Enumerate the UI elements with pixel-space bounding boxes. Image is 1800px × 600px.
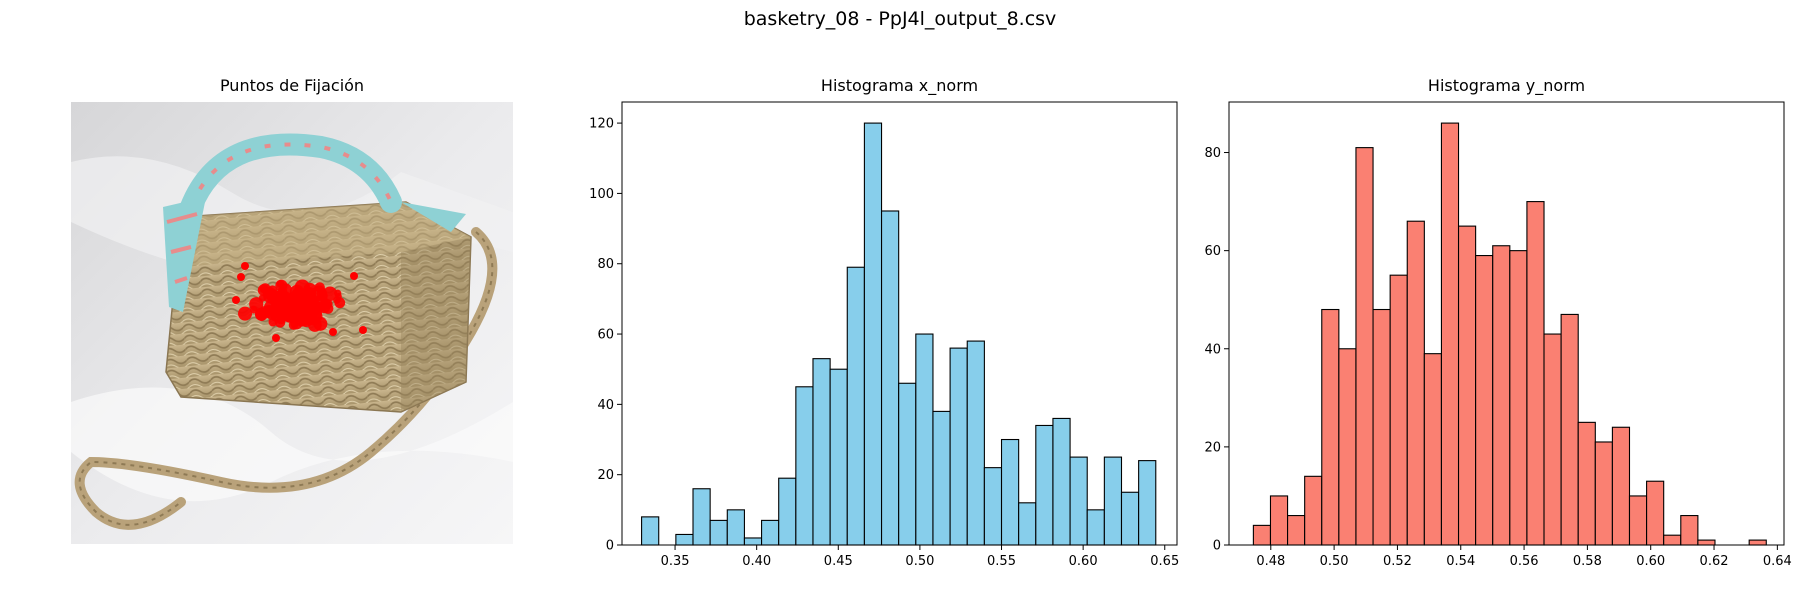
basket-lid	[171, 202, 471, 267]
fixation-point	[259, 283, 271, 294]
y-tick-label: 20	[597, 468, 614, 483]
fixation-point	[283, 314, 290, 322]
hist-y-title: Histograma y_norm	[1427, 76, 1586, 95]
histogram-bar	[1269, 495, 1289, 546]
histogram-bar	[1423, 353, 1442, 546]
histogram-bar	[1663, 534, 1682, 546]
fixation-point	[314, 282, 325, 293]
x-tick-label: 0.45	[824, 554, 853, 569]
y-tick-label: 40	[597, 398, 614, 413]
x-tick-label: 0.62	[1700, 554, 1729, 569]
axes-frame	[621, 101, 1178, 546]
histogram-bar	[1372, 308, 1391, 546]
strap-braid-detail	[78, 231, 494, 526]
axes-frame	[1228, 101, 1785, 546]
fixation-point	[241, 262, 249, 270]
x-tick-label: 0.55	[987, 554, 1016, 569]
histogram-bar	[1338, 348, 1357, 546]
x-tick-label: 0.56	[1510, 554, 1539, 569]
x-tick-label: 0.40	[742, 554, 771, 569]
y-tick-label: 20	[1204, 440, 1221, 455]
fixation-point	[293, 307, 301, 315]
fixation-point	[238, 306, 253, 321]
histogram-bar	[1560, 313, 1579, 546]
fixation-point	[279, 283, 292, 296]
histogram-bar	[1628, 495, 1648, 546]
histogram-bar	[1594, 441, 1613, 546]
histogram-bar	[1611, 426, 1631, 546]
x-tick-label: 0.48	[1256, 554, 1285, 569]
image-panel-title: Puntos de Fijación	[219, 76, 365, 95]
basket-side	[401, 237, 471, 412]
fixation-point	[320, 298, 331, 309]
fixation-point	[272, 334, 280, 342]
y-tick-label: 40	[1204, 342, 1221, 357]
histogram-bar	[1457, 225, 1477, 546]
fixation-point	[334, 297, 346, 309]
y-tick-label: 60	[1204, 244, 1221, 259]
fixation-point	[258, 294, 267, 302]
histogram-bar	[1697, 539, 1716, 546]
y-tick-label: 0	[1213, 539, 1221, 554]
y-tick-label: 80	[1204, 146, 1221, 161]
x-tick-label: 0.58	[1573, 554, 1602, 569]
histogram-bar	[1355, 147, 1374, 546]
fixation-point	[334, 289, 342, 297]
histogram-bar	[1287, 515, 1306, 546]
histogram-bar	[1680, 515, 1699, 546]
fixation-point	[265, 305, 280, 320]
histogram-bar	[1475, 255, 1494, 546]
x-tick-label: 0.50	[1320, 554, 1349, 569]
histogram-bar	[1577, 421, 1596, 546]
histogram-bar	[1321, 308, 1340, 546]
y-tick-label: 100	[589, 187, 614, 202]
x-tick-label: 0.65	[1150, 554, 1179, 569]
fixation-point	[275, 293, 291, 308]
fixation-point	[295, 295, 307, 307]
y-tick-label: 0	[606, 539, 614, 554]
scarf-pattern	[189, 142, 393, 208]
fixation-point	[359, 326, 367, 334]
x-tick-label: 0.54	[1446, 554, 1475, 569]
y-tick-label: 60	[597, 328, 614, 343]
figure-title: basketry_08 - PpJ4l_output_8.csv	[743, 8, 1057, 30]
basket-photo	[71, 102, 513, 544]
scarf-tail	[163, 197, 206, 312]
histogram-bar	[1492, 245, 1511, 546]
histogram-bar	[1748, 539, 1767, 546]
scarf-tail-pattern	[166, 212, 198, 284]
histogram-bar	[1440, 122, 1460, 546]
fixation-point	[350, 272, 358, 280]
histogram-bar	[1389, 274, 1408, 546]
fixation-point	[237, 273, 245, 281]
histogram-bar	[1646, 480, 1665, 546]
hist-x-title: Histograma x_norm	[820, 76, 979, 95]
scarf-right-tail	[401, 202, 466, 232]
histogram-bar	[1509, 250, 1528, 546]
x-tick-label: 0.60	[1069, 554, 1098, 569]
histogram-bar	[1304, 475, 1323, 546]
fixation-point	[232, 296, 240, 304]
fixation-points	[232, 262, 367, 342]
histogram-bar	[1252, 524, 1272, 546]
x-tick-label: 0.52	[1383, 554, 1412, 569]
x-tick-label: 0.64	[1763, 554, 1792, 569]
y-tick-label: 80	[597, 257, 614, 272]
histogram-bar	[1406, 220, 1425, 546]
fixation-point	[329, 328, 337, 336]
histogram-bar	[1526, 201, 1545, 546]
histogram-bar	[1543, 333, 1562, 546]
basket-photo-drawing	[71, 102, 513, 544]
x-tick-label: 0.60	[1636, 554, 1665, 569]
x-tick-label: 0.50	[905, 554, 934, 569]
x-tick-label: 0.35	[661, 554, 690, 569]
y-tick-label: 120	[589, 117, 614, 132]
fixation-point	[290, 317, 303, 330]
